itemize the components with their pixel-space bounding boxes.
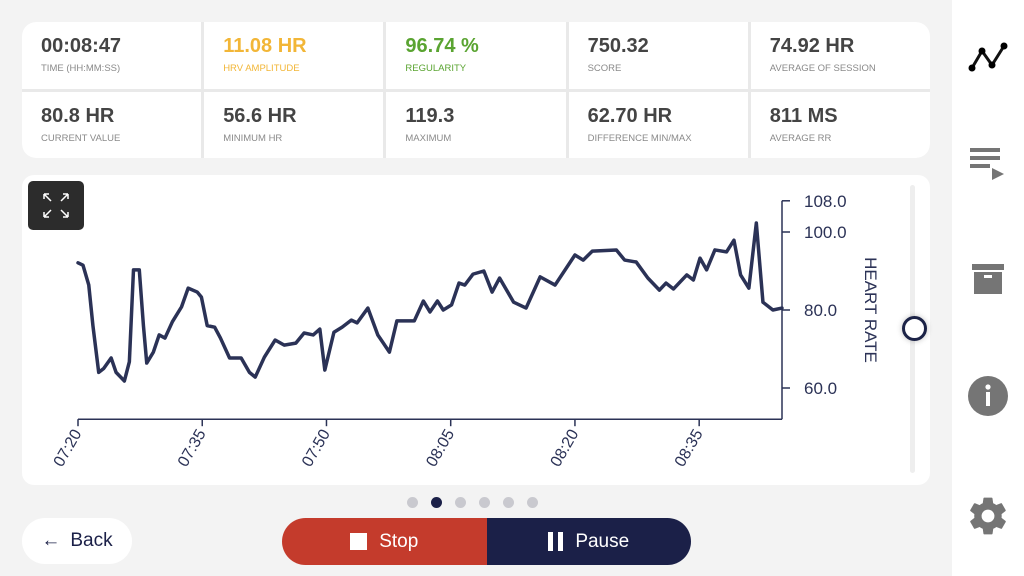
sidebar-playlist[interactable] bbox=[966, 142, 1010, 186]
stat-value: 62.70 HR bbox=[587, 104, 673, 127]
expand-button[interactable] bbox=[28, 181, 84, 230]
stat-value: 750.32 bbox=[587, 35, 649, 57]
page-dot[interactable] bbox=[503, 497, 514, 508]
x-tick-label: 08:05 bbox=[423, 427, 458, 470]
sidebar-archive[interactable] bbox=[966, 256, 1010, 300]
stop-label: Stop bbox=[379, 530, 419, 552]
sidebar-settings[interactable] bbox=[966, 494, 1010, 538]
back-button[interactable]: ← Back bbox=[22, 518, 132, 564]
stat-label: MINIMUM HR bbox=[223, 132, 283, 144]
stat-label: CURRENT VALUE bbox=[41, 132, 121, 144]
stat-label: HRV AMPLITUDE bbox=[223, 63, 300, 74]
archive-icon bbox=[972, 264, 1004, 294]
stat-cell: 00:08:47 TIME (HH:MM:SS) bbox=[22, 22, 202, 89]
stat-cell: 56.6 HR MINIMUM HR bbox=[204, 91, 384, 158]
stat-label: TIME (HH:MM:SS) bbox=[41, 63, 121, 74]
page-dot[interactable] bbox=[431, 497, 442, 508]
stat-label: AVERAGE OF SESSION bbox=[769, 63, 876, 74]
x-tick-label: 07:50 bbox=[299, 427, 334, 470]
stat-label: AVERAGE RR bbox=[769, 132, 832, 144]
pause-icon bbox=[548, 532, 564, 551]
slider-handle[interactable] bbox=[902, 316, 927, 341]
playlist-icon bbox=[970, 148, 1004, 180]
stat-label: SCORE bbox=[587, 63, 622, 74]
page-dot[interactable] bbox=[455, 497, 466, 508]
y-tick-label: 60.0 bbox=[804, 379, 837, 398]
stat-label: REGULARITY bbox=[405, 63, 467, 74]
sidebar-chart[interactable] bbox=[966, 34, 1010, 78]
stat-value: 56.6 HR bbox=[223, 104, 297, 127]
stat-cell: 811 MS AVERAGE RR bbox=[750, 91, 930, 158]
stat-value: 119.3 bbox=[405, 104, 455, 127]
heart-rate-line bbox=[76, 221, 784, 383]
stat-cell: 11.08 HR HRV AMPLITUDE bbox=[204, 22, 384, 89]
stop-button[interactable]: Stop bbox=[282, 518, 487, 565]
stat-cell: 62.70 HR DIFFERENCE MIN/MAX bbox=[568, 91, 748, 158]
page-dot[interactable] bbox=[407, 497, 418, 508]
stats-grid: 00:08:47 TIME (HH:MM:SS) 11.08 HR HRV AMPLI… bbox=[22, 22, 930, 158]
y-tick-label: 80.0 bbox=[804, 301, 837, 320]
x-tick-label: 07:20 bbox=[51, 427, 86, 470]
session-controls: Stop Pause bbox=[282, 518, 691, 565]
stat-cell: 750.32 SCORE bbox=[568, 22, 748, 89]
chart-line-icon bbox=[968, 42, 1008, 72]
back-label: Back bbox=[70, 530, 113, 551]
stat-value: 811 MS bbox=[769, 104, 838, 127]
page-indicator bbox=[407, 497, 538, 508]
info-icon bbox=[968, 376, 1008, 416]
stat-value: 00:08:47 bbox=[41, 35, 122, 57]
expand-icon bbox=[43, 193, 69, 218]
stat-cell: 80.8 HR CURRENT VALUE bbox=[22, 91, 202, 158]
y-axis-label: HEART RATE bbox=[861, 257, 880, 363]
stat-cell: 74.92 HR AVERAGE OF SESSION bbox=[750, 22, 930, 89]
stat-value: 74.92 HR bbox=[769, 35, 855, 57]
stat-label: DIFFERENCE MIN/MAX bbox=[587, 132, 692, 144]
page-dot[interactable] bbox=[479, 497, 490, 508]
sidebar-info[interactable] bbox=[966, 374, 1010, 418]
pause-button[interactable]: Pause bbox=[486, 518, 691, 565]
page-dot[interactable] bbox=[527, 497, 538, 508]
stat-cell: 119.3 MAXIMUM bbox=[386, 91, 566, 158]
stat-cell: 96.74 % REGULARITY bbox=[386, 22, 566, 89]
stop-icon bbox=[350, 533, 368, 550]
arrow-left-icon: ← bbox=[41, 530, 61, 551]
sidebar bbox=[952, 0, 1024, 576]
x-tick-label: 08:20 bbox=[548, 427, 583, 470]
stat-value: 80.8 HR bbox=[41, 104, 115, 127]
gear-icon bbox=[970, 497, 1006, 535]
stat-label: MAXIMUM bbox=[405, 132, 452, 144]
y-tick-label: 108.0 bbox=[804, 192, 847, 211]
stat-value: 96.74 % bbox=[405, 35, 479, 57]
chart-card bbox=[22, 175, 930, 485]
x-tick-label: 08:35 bbox=[672, 427, 707, 470]
pause-label: Pause bbox=[575, 530, 630, 552]
x-tick-label: 07:35 bbox=[175, 427, 210, 470]
stat-value: 11.08 HR bbox=[223, 35, 307, 57]
y-tick-label: 100.0 bbox=[804, 223, 847, 242]
